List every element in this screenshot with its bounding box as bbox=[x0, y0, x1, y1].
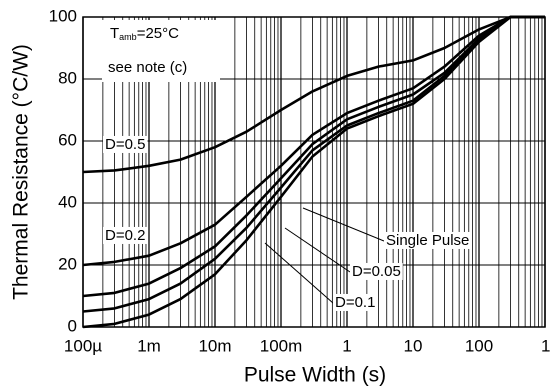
y-tick-label: 20 bbox=[58, 254, 77, 273]
x-tick-label: 100m bbox=[260, 336, 303, 355]
series-line bbox=[82, 15, 545, 174]
leader-line bbox=[264, 242, 334, 304]
y-tick-label: 60 bbox=[58, 130, 77, 149]
series-line bbox=[82, 15, 545, 267]
series-line bbox=[82, 15, 545, 313]
y-tick-label: 100 bbox=[49, 6, 77, 25]
label-bg bbox=[384, 231, 472, 249]
series-label: D=0.2 bbox=[105, 227, 145, 244]
annotation-value: =25°C bbox=[137, 25, 179, 42]
annotation-note: see note (c) bbox=[108, 59, 187, 76]
label-bg bbox=[103, 135, 148, 153]
y-tick-label: 80 bbox=[58, 68, 77, 87]
y-axis-label: Thermal Resistance (°C/W) bbox=[10, 44, 33, 300]
x-tick-label: 1 bbox=[342, 336, 351, 355]
leader-line bbox=[284, 227, 351, 273]
x-tick-label: 1 bbox=[541, 336, 550, 355]
series-label: D=0.5 bbox=[105, 136, 145, 153]
label-bg bbox=[103, 226, 148, 244]
annotation-subscript: amb bbox=[119, 32, 137, 42]
annotation-symbol: T bbox=[110, 25, 119, 42]
x-axis-label: Pulse Width (s) bbox=[244, 364, 386, 387]
y-tick-label: 40 bbox=[58, 192, 77, 211]
y-tick-label: 0 bbox=[68, 316, 77, 335]
x-tick-label: 10 bbox=[404, 336, 423, 355]
series-line bbox=[82, 15, 545, 329]
annotation-bg bbox=[102, 20, 220, 82]
label-bg bbox=[350, 262, 403, 280]
x-tick-label: 1m bbox=[137, 336, 161, 355]
label-bg bbox=[333, 293, 378, 311]
series-label: D=0.1 bbox=[335, 294, 375, 311]
x-tick-label: 10m bbox=[198, 336, 231, 355]
series-label: Single Pulse bbox=[386, 232, 469, 249]
annotation: Tamb=25°C bbox=[110, 25, 179, 42]
leader-line bbox=[302, 207, 385, 242]
series-label: D=0.05 bbox=[352, 263, 401, 280]
x-tick-label: 100µ bbox=[64, 336, 102, 355]
x-tick-label: 100 bbox=[465, 336, 493, 355]
